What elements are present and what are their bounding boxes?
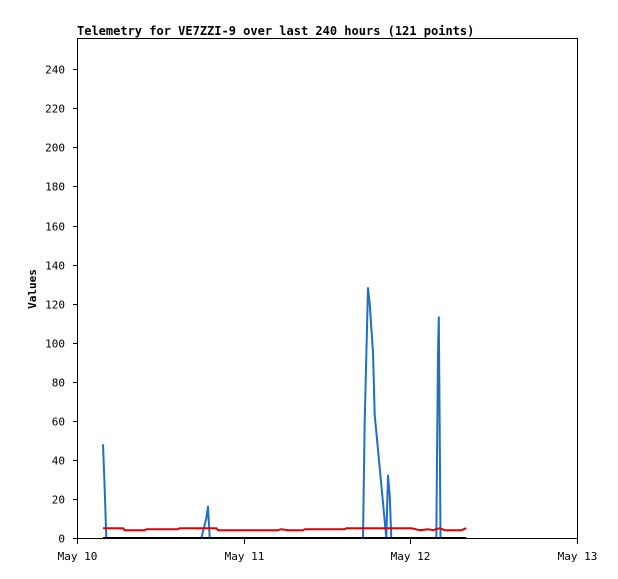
y-tick-label: 40 [52, 455, 65, 468]
y-axis: 0 20 40 60 80 100 120 140 160 180 200 220 240 [45, 64, 78, 546]
y-tick-label: 240 [45, 64, 65, 77]
series-line-1 [103, 527, 467, 532]
x-axis: May 10 May 11 May 12 May 13 [58, 538, 598, 563]
y-axis-title: Values [26, 269, 39, 309]
y-tick-label: 160 [45, 221, 65, 234]
y-tick-label: 60 [52, 416, 65, 429]
series-layer [102, 287, 467, 539]
y-tick-label: 100 [45, 338, 65, 351]
x-tick-label: May 12 [391, 550, 431, 563]
y-tick-label: 180 [45, 181, 65, 194]
x-tick-label: May 10 [58, 550, 98, 563]
y-tick-label: 120 [45, 299, 65, 312]
chart-title: Telemetry for VE7ZZI-9 over last 240 hou… [77, 24, 474, 38]
y-tick-label: 0 [58, 533, 65, 546]
y-tick-label: 20 [52, 494, 65, 507]
y-tick-label: 80 [52, 377, 65, 390]
y-tick-label: 200 [45, 142, 65, 155]
y-tick-label: 140 [45, 260, 65, 273]
x-tick-label: May 13 [558, 550, 598, 563]
y-tick-label: 220 [45, 103, 65, 116]
plot-area [77, 38, 578, 539]
x-tick-label: May 11 [225, 550, 265, 563]
